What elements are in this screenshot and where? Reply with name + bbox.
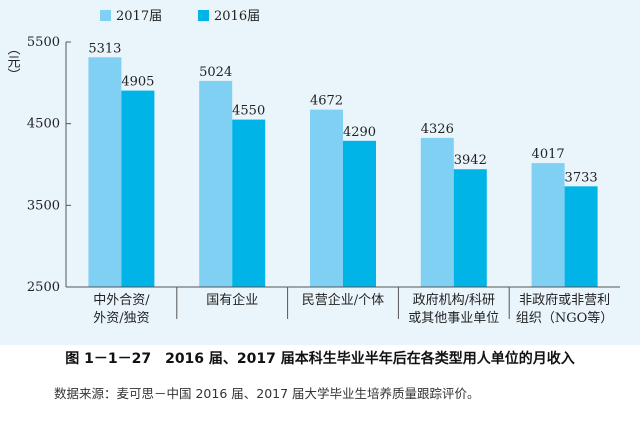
data-label: 3942 — [454, 153, 487, 168]
bar-chart: 5313 5024 4672 4326 4017 4905 4550 4290 3942 3733… — [5, 9, 620, 326]
figure-caption: 图 1－1－27 2016 届、2017 届本科生毕业半年后在各类型用人单位的月… — [65, 351, 575, 367]
bar-series-a-2 — [310, 109, 343, 288]
data-label: 5024 — [199, 65, 232, 80]
x-tick-label: 外资/独资 — [93, 311, 149, 326]
chart-area: 5313 5024 4672 4326 4017 4905 4550 4290 3942 3733… — [0, 0, 640, 345]
bar-series-b-1 — [232, 119, 266, 287]
data-label: 4672 — [310, 94, 343, 109]
x-tick-label: 组织（NGO等） — [516, 310, 613, 326]
bar-series-a-1 — [199, 80, 233, 287]
y-axis-label: （元） — [5, 42, 21, 81]
bar-series-b-3 — [453, 169, 487, 287]
y-tick-label: 3500 — [27, 198, 60, 213]
x-tick-label: 政府机构/科研 — [413, 293, 495, 308]
y-tick-label: 2500 — [27, 280, 60, 295]
data-label: 4550 — [232, 104, 265, 119]
x-tick-label: 国有企业 — [206, 292, 258, 308]
bar-series-b-4 — [564, 186, 598, 287]
legend-swatch — [100, 10, 111, 21]
bar-series-a-0 — [88, 57, 122, 287]
y-tick-label: 5500 — [27, 35, 60, 50]
data-label: 4326 — [421, 122, 454, 137]
legend-label: 2017届 — [116, 9, 162, 24]
data-source-note: 数据来源：麦可思－中国 2016 届、2017 届大学毕业生培养质量跟踪评价。 — [54, 386, 480, 401]
data-label: 4017 — [532, 147, 565, 162]
bar-series-b-2 — [343, 140, 376, 287]
bar-series-a-3 — [420, 137, 454, 287]
data-label: 5313 — [88, 41, 121, 56]
data-label: 4905 — [121, 75, 154, 90]
y-tick-label: 4500 — [27, 117, 60, 132]
data-label: 3733 — [565, 170, 598, 185]
bar-series-a-4 — [531, 163, 565, 287]
x-tick-label: 非政府或非营利 — [519, 293, 610, 308]
x-tick-label: 中外合资/ — [93, 293, 150, 308]
x-tick-label: 或其他事业单位 — [408, 311, 499, 326]
legend-label: 2016届 — [214, 9, 260, 24]
x-tick-label: 民营企业/个体 — [302, 292, 384, 308]
bar-series-b-0 — [121, 90, 155, 287]
legend-swatch — [198, 10, 209, 21]
data-label: 4290 — [343, 125, 376, 140]
